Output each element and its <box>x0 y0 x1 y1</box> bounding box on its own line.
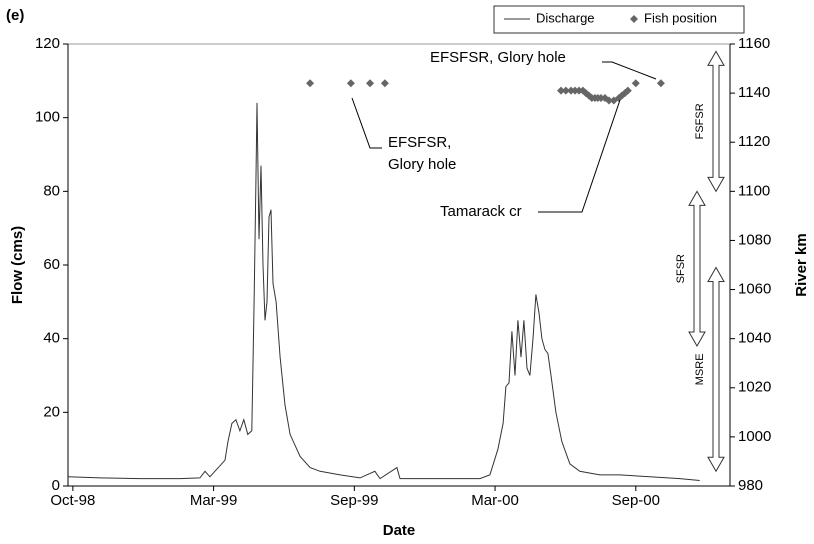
y-tick-label: 40 <box>43 330 60 347</box>
legend-label: Discharge <box>536 10 595 25</box>
legend-box <box>493 5 745 34</box>
y-tick-label: 20 <box>43 403 60 420</box>
range-label: MSRE <box>694 353 706 385</box>
fish-point <box>631 79 640 88</box>
annotation: Glory hole <box>388 156 456 173</box>
fish-point <box>306 79 315 88</box>
y2-tick-label: 1160 <box>738 35 770 52</box>
leader-line <box>351 97 382 149</box>
range-arrow <box>707 266 725 473</box>
range-label: FSFSR <box>694 103 706 139</box>
x-tick-label: Mar-00 <box>471 492 519 509</box>
y-tick-label: 80 <box>43 182 60 199</box>
fish-point <box>656 79 665 88</box>
y-tick-label: 120 <box>35 35 60 52</box>
y2-tick-label: 1120 <box>738 133 770 150</box>
y2-tick-label: 1100 <box>738 182 770 199</box>
y2-tick-label: 1060 <box>738 281 771 298</box>
x-tick-label: Oct-98 <box>50 492 95 509</box>
y2-tick-label: 1080 <box>738 231 771 248</box>
range-label: SFSR <box>675 254 687 283</box>
fish-point <box>380 79 389 88</box>
range-arrow <box>707 50 725 193</box>
fish-point <box>561 86 570 95</box>
fish-point <box>346 79 355 88</box>
leader-line <box>602 61 657 80</box>
y2-tick-label: 1020 <box>738 379 771 396</box>
annotation: Tamarack cr <box>440 203 522 220</box>
fish-point <box>623 86 632 95</box>
x-tick-label: Sep-00 <box>612 492 660 509</box>
y2-tick-label: 1000 <box>738 428 771 445</box>
legend-marker <box>630 15 638 23</box>
y-tick-label: 0 <box>52 477 60 494</box>
y-tick-label: 60 <box>43 256 60 273</box>
y-tick-label: 100 <box>35 109 60 126</box>
y2-axis-title: River km <box>793 233 810 296</box>
fish-point <box>366 79 375 88</box>
x-axis-title: Date <box>383 522 416 539</box>
x-tick-label: Mar-99 <box>190 492 238 509</box>
y-axis-title: Flow (cms) <box>9 226 26 304</box>
range-arrow <box>688 190 706 348</box>
y2-tick-label: 980 <box>738 477 763 494</box>
fish-point <box>557 86 566 95</box>
annotation: EFSFSR, Glory hole <box>430 49 566 66</box>
legend-label: Fish position <box>644 10 717 25</box>
fish-point <box>604 96 613 105</box>
leader-line <box>538 99 621 213</box>
y2-tick-label: 1140 <box>738 84 770 101</box>
discharge-line <box>67 102 700 481</box>
annotation: EFSFSR, <box>388 134 451 151</box>
panel-label: (e) <box>6 7 24 24</box>
y2-tick-label: 1040 <box>738 330 771 347</box>
x-tick-label: Sep-99 <box>330 492 378 509</box>
